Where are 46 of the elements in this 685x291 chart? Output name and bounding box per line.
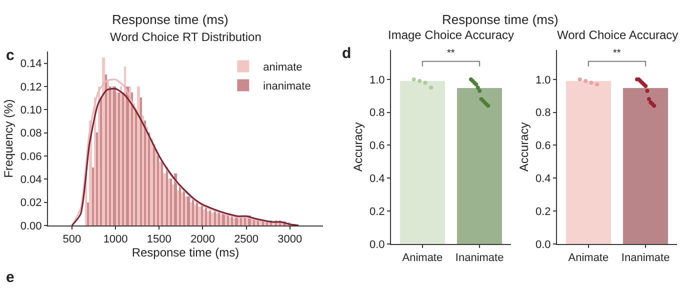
text: Response time (ms) (112, 12, 228, 27)
y-tick-label: 0.8 (370, 107, 385, 120)
x-axis-title: Response time (ms) (132, 246, 240, 260)
x-tick-label: 2500 (234, 234, 259, 246)
y-tick-label: 1.0 (536, 74, 551, 86)
x-tick-label: Inanimate (621, 252, 670, 264)
y-tick-label: 1.0 (370, 74, 385, 86)
x-tick-label: 1500 (146, 234, 172, 246)
y-tick-label: 0.14 (20, 58, 42, 70)
chart-title: Word Choice Accuracy (557, 28, 678, 42)
text: c (6, 47, 14, 64)
y-tick-label: 0.8 (536, 107, 551, 120)
x-tick-label: 3000 (278, 234, 302, 246)
x-tick-label: Animate (568, 252, 609, 264)
x-tick-label: 1000 (103, 234, 128, 246)
y-tick-label: 0.04 (20, 174, 42, 186)
x-tick-label: Inanimate (455, 252, 504, 264)
annotation: ** (613, 48, 621, 59)
y-axis-title: Accuracy (350, 122, 365, 172)
text: d (342, 45, 352, 62)
y-tick-label: 0.2 (536, 206, 551, 218)
y-tick-label: 0.6 (536, 140, 551, 152)
text: Response time (ms) (442, 12, 558, 27)
y-tick-label: 0.00 (20, 220, 42, 232)
chart-title: Image Choice Accuracy (388, 28, 514, 42)
x-tick-label: Animate (402, 252, 443, 264)
y-axis-title: Frequency (%) (2, 99, 16, 178)
y-tick-label: 0.02 (20, 197, 42, 210)
annotation: ** (447, 48, 455, 59)
y-tick-label: 0.0 (536, 238, 551, 251)
y-tick-label: 0.10 (20, 104, 42, 116)
chart-title: Word Choice RT Distribution (110, 30, 262, 44)
legend-label: inanimate (263, 80, 311, 93)
y-tick-label: 0.0 (370, 238, 385, 251)
y-tick-label: 0.06 (20, 150, 42, 163)
text: e (6, 269, 14, 286)
y-tick-label: 0.12 (20, 81, 42, 94)
y-tick-label: 0.2 (370, 206, 385, 218)
x-tick-label: 500 (62, 234, 82, 246)
legend-label: animate (263, 62, 302, 74)
y-tick-label: 0.08 (20, 128, 42, 140)
y-tick-label: 0.6 (370, 140, 385, 152)
y-tick-label: 0.4 (370, 173, 385, 186)
y-tick-label: 0.4 (536, 173, 551, 186)
y-axis-title: Accuracy (516, 122, 531, 172)
x-tick-label: 2000 (190, 234, 215, 246)
